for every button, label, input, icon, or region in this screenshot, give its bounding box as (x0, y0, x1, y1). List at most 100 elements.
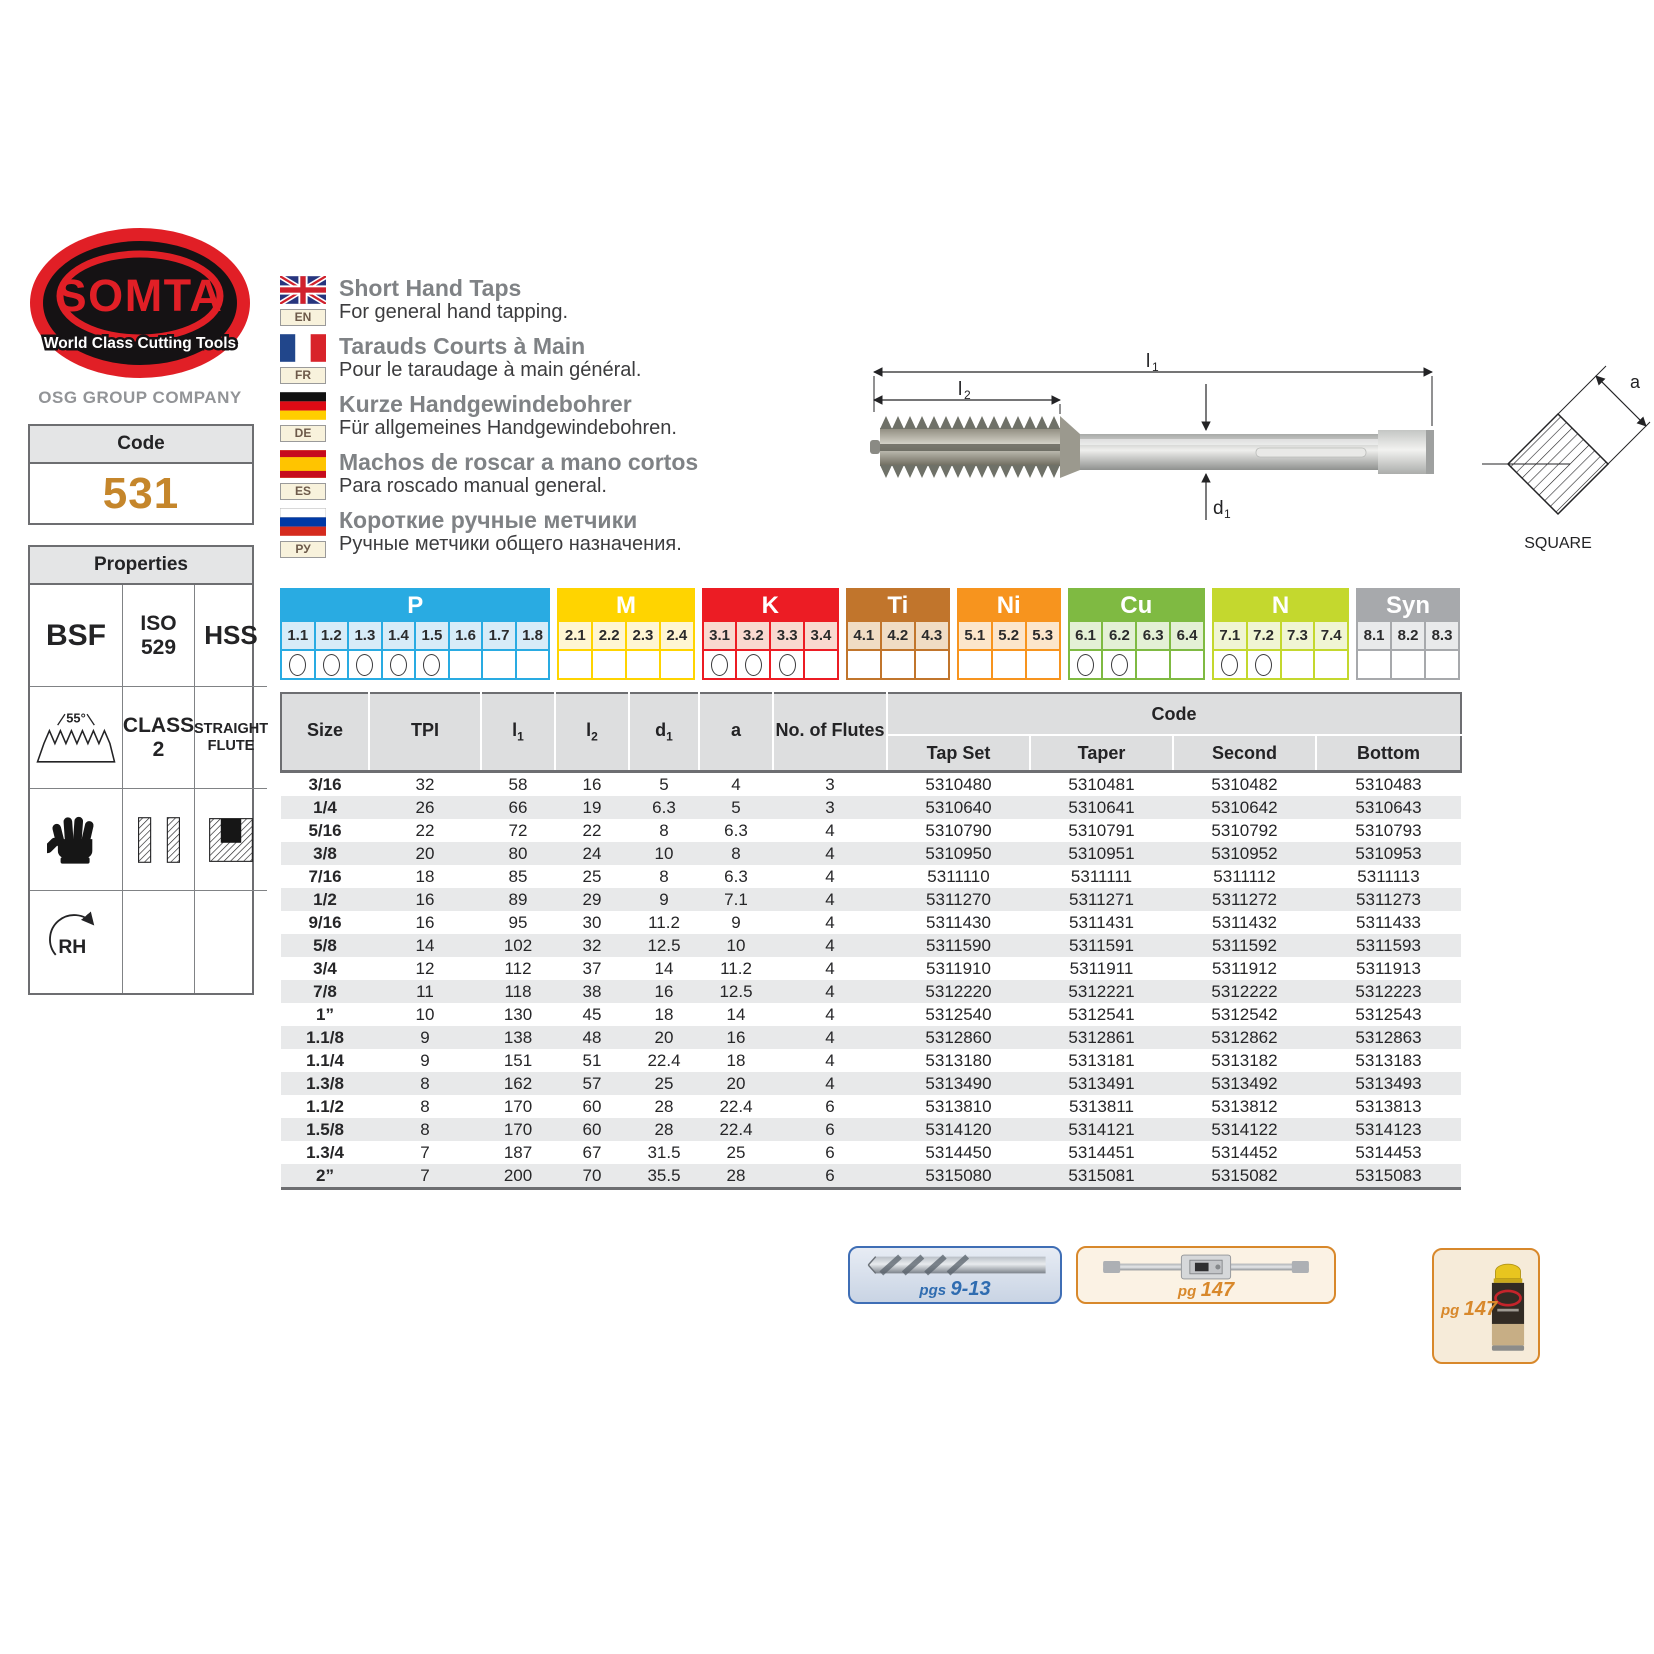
material-cell-3.3: 3.3 (769, 622, 804, 649)
table-cell: 5311591 (1069, 936, 1134, 955)
language-descriptions: EN Short Hand Taps For general hand tapp… (278, 273, 840, 566)
material-mark-3.1 (703, 651, 736, 678)
thread-angle-label: 55° (66, 710, 85, 725)
table-row-2”: 2” 7 200 70 35.5 28 6 5315080 5315081 5315082 5315… (281, 1164, 1461, 1189)
selection-circle (1077, 653, 1095, 676)
material-mark-1.5 (414, 651, 448, 678)
table-cell: 9 (659, 890, 669, 909)
table-cell: 5312860 (925, 1028, 992, 1047)
language-row-es: ES Machos de roscar a mano cortos Para r… (280, 450, 840, 500)
flag-column: EN (278, 273, 328, 326)
table-cell: 57 (582, 1074, 602, 1093)
table-cell: 4 (825, 1028, 835, 1047)
square-section-diagram: a SQUARE (1482, 365, 1651, 552)
table-cell: 5310953 (1355, 844, 1422, 863)
table-cell: 5311593 (1356, 936, 1421, 955)
material-group-m: M 2.1 2.2 2.3 2.4 (557, 588, 695, 680)
material-mark-7.3 (1279, 651, 1314, 678)
table-cell: 4 (825, 821, 835, 840)
table-cell: 5311432 (1212, 913, 1277, 932)
product-subtitle-de: Für allgemeines Handgewindebohren. (339, 417, 677, 439)
table-cell: 5313811 (1069, 1097, 1134, 1116)
tap-tip (870, 440, 880, 454)
table-cell: 5310642 (1211, 798, 1278, 817)
material-group-k: K 3.1 3.2 3.3 3.4 (701, 588, 839, 680)
table-cell: 5313491 (1068, 1074, 1135, 1093)
table-cell: 5313180 (925, 1051, 992, 1070)
material-mark-6.1 (1069, 651, 1102, 678)
material-mark-7.2 (1245, 651, 1280, 678)
table-cell: 18 (654, 1005, 674, 1024)
tap-dimension-diagram: l 1 l 2 d 1 (870, 352, 1434, 521)
table-cell: 5310640 (925, 798, 992, 817)
table-cell: 5310641 (1068, 798, 1135, 817)
material-cell-4.3: 4.3 (913, 622, 948, 649)
table-cell: 5311271 (1069, 890, 1134, 909)
table-cell: 187 (503, 1143, 533, 1162)
properties-title: Properties (30, 547, 252, 585)
table-cell: 5311910 (926, 959, 991, 978)
selection-circle (322, 653, 340, 676)
material-cell-6.3: 6.3 (1135, 622, 1170, 649)
table-cell: 60 (582, 1097, 602, 1116)
property-thread-angle: 55° (30, 687, 123, 789)
table-cell: 5310792 (1211, 821, 1278, 840)
dim-l2-label: l (958, 379, 962, 400)
tap-chamfer (1060, 416, 1080, 478)
table-cell: 4 (825, 936, 835, 955)
table-cell: 5313813 (1355, 1097, 1422, 1116)
material-mark-8.2 (1390, 651, 1425, 678)
material-group-cu: Cu 6.1 6.2 6.3 6.4 (1067, 588, 1205, 680)
table-cell: 7.1 (724, 890, 748, 909)
material-cell-1.5: 1.5 (414, 622, 448, 649)
table-cell: 5 (731, 798, 741, 817)
size-cell: 1.3/4 (306, 1143, 344, 1162)
col-header-d1: d1 (628, 692, 700, 773)
table-cell: 4 (825, 867, 835, 886)
table-cell: 5312861 (1068, 1028, 1135, 1047)
table-cell: 12 (415, 959, 435, 978)
table-cell: 200 (503, 1166, 533, 1185)
table-row-1.1/8: 1.1/8 9 138 48 20 16 4 5312860 5312861 5312862 531… (281, 1026, 1461, 1049)
table-cell: 5310793 (1355, 821, 1422, 840)
table-cell: 58 (508, 775, 528, 794)
properties-grid: BSF ISO 529 HSS 55° CLASS 2 STRAIGHT FLU… (30, 585, 268, 993)
table-cell: 112 (504, 959, 532, 978)
material-group-ti: Ti 4.1 4.2 4.3 (845, 588, 950, 680)
material-mark-1.7 (481, 651, 515, 678)
material-group-syn: Syn 8.1 8.2 8.3 (1356, 588, 1461, 680)
table-row-7/8: 7/8 11 118 38 16 12.5 4 5312220 5312221 5312222 53… (281, 980, 1461, 1003)
material-cell-1.8: 1.8 (514, 622, 549, 649)
material-cell-7.2: 7.2 (1245, 622, 1280, 649)
table-row-5/8: 5/8 14 102 32 12.5 10 4 5311590 5311591 5311592 53… (281, 934, 1461, 957)
product-title-en: Short Hand Taps (339, 275, 522, 301)
table-cell: 70 (582, 1166, 602, 1185)
drill-bit-image (867, 1254, 1046, 1276)
table-row-5/16: 5/16 22 72 22 8 6.3 4 5310790 5310791 5310792 5310… (281, 819, 1461, 842)
material-group-label: N (1213, 590, 1348, 622)
size-cell: 5/8 (313, 936, 337, 955)
ref-pages: 147 (1463, 1298, 1498, 1320)
table-cell: 85 (508, 867, 528, 886)
material-group-label: P (282, 590, 549, 622)
table-cell: 5310483 (1355, 775, 1422, 794)
table-cell: 5311111 (1070, 867, 1133, 886)
france-flag-icon (280, 334, 326, 362)
table-cell: 10 (415, 1005, 435, 1024)
table-cell: 5312542 (1211, 1005, 1278, 1024)
uk-flag-icon (278, 273, 328, 307)
somta-logo: SOMTA World Class Cutting Tools (28, 226, 252, 385)
table-cell: 6.3 (724, 867, 748, 886)
material-mark-4.2 (879, 651, 914, 678)
logo-tagline: World Class Cutting Tools (44, 335, 236, 352)
dim-l1-label: l (1146, 352, 1150, 372)
spec-table-header: Size TPI l1 l2 d1 a No. of Flutes Code T… (280, 692, 1462, 773)
material-mark-1.3 (347, 651, 381, 678)
table-cell: 12.5 (647, 936, 681, 955)
thread-profile-icon: 55° (36, 710, 116, 763)
properties-panel: Properties BSF ISO 529 HSS 55° CLASS 2 S… (28, 545, 268, 995)
material-mark-2.4 (658, 651, 693, 678)
material-mark-2.1 (559, 651, 592, 678)
table-cell: 6.3 (724, 821, 748, 840)
material-mark-4.1 (847, 651, 880, 678)
